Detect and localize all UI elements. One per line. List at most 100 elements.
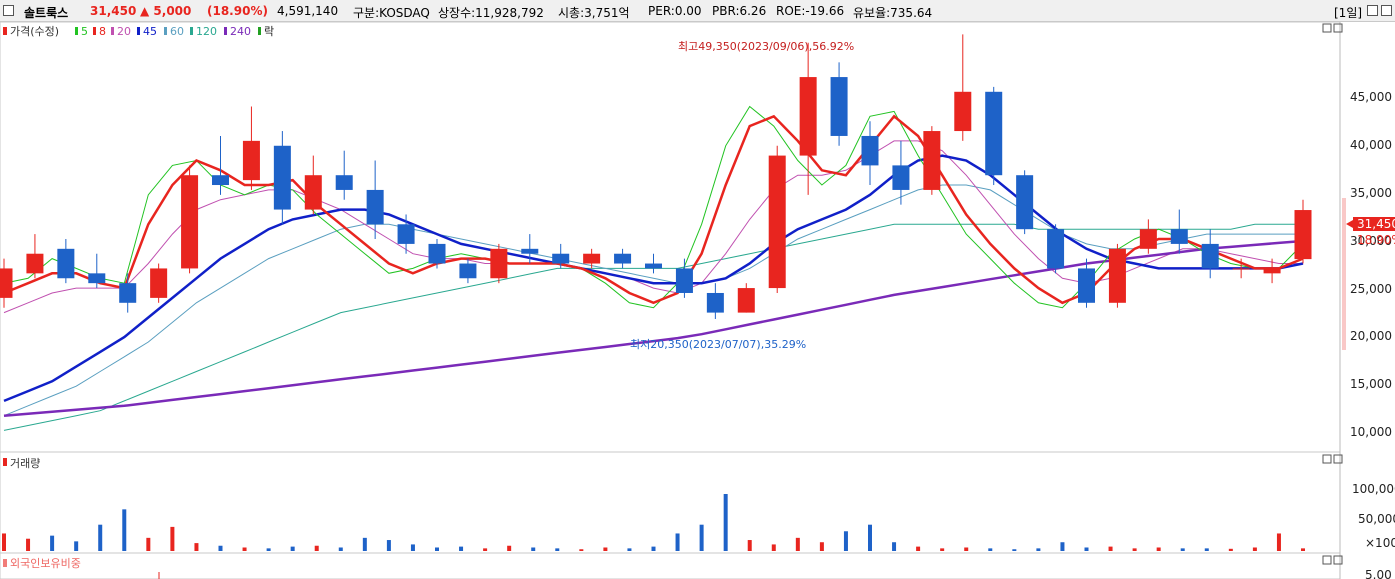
- high-annotation: 최고49,350(2023/09/06),56.92%: [678, 40, 854, 53]
- volume-bar: [98, 524, 103, 551]
- candle-body: [1077, 268, 1096, 303]
- panel-close-icon[interactable]: [1333, 23, 1343, 33]
- price-tick-15000: 15,000: [1350, 377, 1392, 391]
- candle-body: [242, 140, 260, 181]
- candle-body: [366, 189, 384, 225]
- stock-chart[interactable]: 가격(수정) 5 8 20 45 60 120 240 락 45,000 40,…: [0, 22, 1395, 579]
- price-tick-35000: 35,000: [1350, 186, 1392, 200]
- price-tick-45000: 45,000: [1350, 90, 1392, 104]
- volume-bar: [940, 548, 945, 551]
- candle-body: [88, 273, 106, 284]
- ma60-line: [3, 184, 1303, 417]
- market-cap: 시총:3,751억: [558, 6, 630, 20]
- candlestick-series: [0, 34, 1312, 319]
- volume-bar: [1132, 548, 1137, 551]
- trade-volume: 4,591,140: [277, 4, 339, 18]
- foreign-panel-restore-icon[interactable]: [1322, 555, 1332, 565]
- volume-bar: [1012, 549, 1017, 551]
- candle-body: [1139, 229, 1157, 249]
- market-type: 구분:KOSDAQ: [353, 6, 430, 20]
- volume-bar: [194, 543, 199, 551]
- candle-body: [923, 131, 941, 190]
- foreign-panel-close-icon[interactable]: [1333, 555, 1343, 565]
- foreign-tick: 5.00: [1365, 568, 1392, 579]
- candle-body: [119, 283, 137, 303]
- candle-body: [1294, 210, 1312, 260]
- candle-body: [861, 135, 879, 166]
- candle-body: [583, 253, 601, 264]
- current-price: 31,450: [90, 4, 137, 18]
- volume-bar: [170, 526, 175, 551]
- volume-bar: [435, 547, 439, 551]
- volume-bar: [1204, 548, 1209, 551]
- reserve-ratio: 유보율:735.64: [853, 6, 933, 20]
- volume-bar: [2, 533, 6, 551]
- volume-bar: [771, 544, 776, 551]
- candle-body: [954, 91, 972, 132]
- price-axis: 45,000 40,000 35,000 30,000 25,000 20,00…: [1350, 90, 1392, 439]
- restore-icon[interactable]: [1367, 5, 1378, 16]
- candle-body: [26, 253, 44, 274]
- legend-ma120: 120: [196, 25, 217, 38]
- roe-value: ROE:-19.66: [776, 4, 845, 18]
- volume-bar: [1036, 548, 1041, 551]
- volume-panel-restore-icon[interactable]: [1322, 454, 1332, 464]
- candle-body: [1016, 175, 1034, 230]
- candle-body: [304, 175, 322, 210]
- volume-bar: [843, 531, 848, 551]
- foreign-holding-mark: [158, 572, 160, 579]
- volume-bar: [1060, 542, 1065, 551]
- volume-panel-close-icon[interactable]: [1333, 454, 1343, 464]
- volume-bar: [699, 524, 704, 551]
- legend-ma60: 60: [170, 25, 184, 38]
- volume-bar: [266, 548, 271, 551]
- volume-bar: [1252, 547, 1257, 551]
- volume-bar: [651, 546, 656, 551]
- candle-body: [273, 145, 291, 210]
- volume-bar: [988, 548, 993, 551]
- volume-bar: [892, 542, 897, 551]
- candle-body: [0, 268, 13, 298]
- candle-body: [737, 288, 755, 313]
- stock-name: 솔트룩스: [24, 6, 69, 20]
- volume-bar: [916, 546, 921, 551]
- candle-body: [1108, 248, 1126, 303]
- price-tick-25000: 25,000: [1350, 282, 1392, 296]
- candle-body: [428, 243, 446, 264]
- candle-body: [1232, 268, 1250, 270]
- candle-body: [490, 248, 508, 279]
- volume-bar: [146, 537, 151, 551]
- volume-bar: [868, 524, 872, 551]
- volume-bar: [1301, 548, 1305, 551]
- volume-bar: [410, 544, 415, 551]
- per-value: PER:0.00: [648, 4, 702, 18]
- volume-bar: [1156, 547, 1161, 551]
- legend-ex-rights: 락: [264, 25, 274, 38]
- candle-body: [675, 268, 693, 293]
- volume-bar: [314, 545, 319, 551]
- volume-bar: [675, 533, 680, 551]
- candle-body: [459, 263, 477, 279]
- candle-body: [830, 77, 848, 136]
- volume-bar: [1276, 533, 1281, 551]
- volume-bar: [603, 547, 608, 551]
- volume-bar: [819, 542, 824, 551]
- panel-restore-icon[interactable]: [1322, 23, 1332, 33]
- candle-body: [181, 175, 199, 269]
- volume-bar: [218, 545, 223, 551]
- chart-checkbox-icon[interactable]: [3, 5, 14, 16]
- period-selector[interactable]: [1일]: [1334, 6, 1363, 20]
- legend-ma45: 45: [143, 25, 157, 38]
- candle-body: [614, 253, 632, 264]
- volume-bar: [483, 548, 488, 551]
- candle-body: [1170, 229, 1188, 244]
- foreign-panel-label: 외국인보유비중: [10, 557, 81, 570]
- last-price-bar: [1342, 198, 1346, 350]
- volume-bar: [1084, 547, 1089, 551]
- volume-tick-50000: 50,000: [1358, 512, 1395, 526]
- volume-tick-100000: 100,000: [1352, 482, 1395, 496]
- price-tick-10000: 10,000: [1350, 425, 1392, 439]
- price-change: ▲ 5,000: [140, 4, 192, 18]
- close-icon[interactable]: [1381, 5, 1392, 16]
- candle-body: [150, 268, 168, 298]
